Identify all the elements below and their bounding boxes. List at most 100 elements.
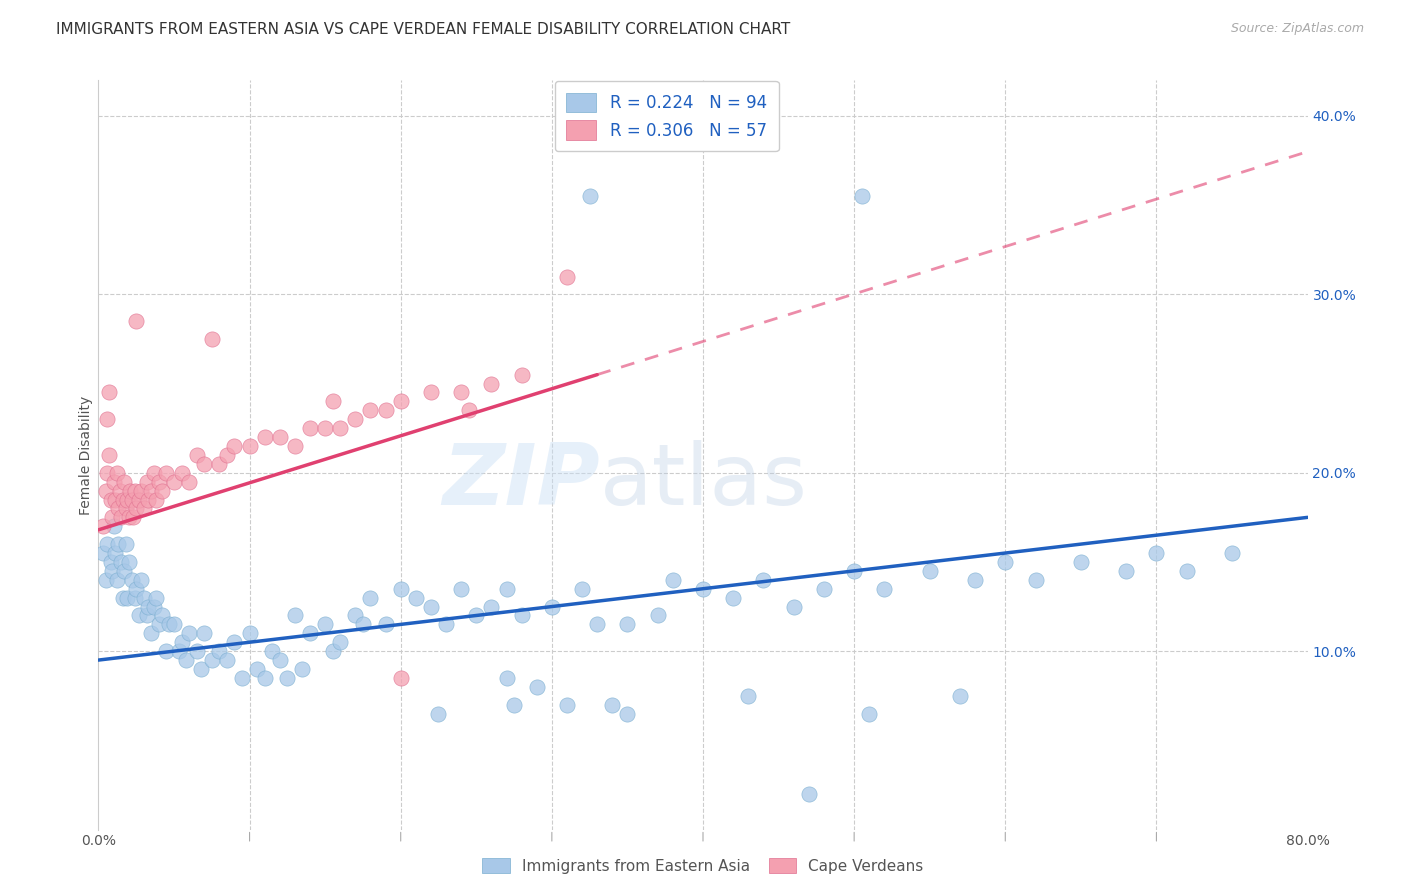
Point: [844, 564, 866, 578]
Point: [170, 635, 193, 649]
Legend: R = 0.224   N = 94, R = 0.306   N = 57: R = 0.224 N = 94, R = 0.306 N = 57: [555, 81, 779, 152]
Point: [344, 608, 367, 623]
Point: [105, 466, 128, 480]
Point: [602, 698, 624, 712]
Point: [103, 519, 125, 533]
Point: [299, 626, 322, 640]
Point: [450, 582, 472, 596]
Point: [510, 368, 533, 382]
Point: [179, 626, 201, 640]
Point: [231, 671, 253, 685]
Point: [114, 537, 136, 551]
Point: [150, 608, 173, 623]
Point: [291, 662, 314, 676]
Point: [352, 617, 374, 632]
Point: [128, 608, 150, 623]
Point: [465, 608, 488, 623]
Point: [107, 501, 129, 516]
Point: [112, 475, 135, 489]
Point: [163, 617, 186, 632]
Point: [374, 617, 396, 632]
Point: [389, 582, 412, 596]
Point: [344, 412, 367, 426]
Point: [91, 546, 114, 560]
Point: [329, 635, 352, 649]
Point: [118, 555, 141, 569]
Y-axis label: Female Disability: Female Disability: [79, 395, 93, 515]
Point: [105, 573, 128, 587]
Point: [145, 492, 167, 507]
Point: [246, 662, 269, 676]
Point: [155, 644, 177, 658]
Point: [813, 582, 835, 596]
Point: [215, 448, 238, 462]
Point: [555, 698, 578, 712]
Point: [1220, 546, 1243, 560]
Point: [1144, 546, 1167, 560]
Point: [616, 706, 638, 721]
Point: [120, 483, 142, 498]
Point: [96, 412, 118, 426]
Point: [495, 582, 517, 596]
Point: [276, 671, 298, 685]
Point: [797, 787, 820, 801]
Point: [167, 644, 190, 658]
Point: [578, 189, 600, 203]
Point: [145, 591, 167, 605]
Point: [96, 537, 118, 551]
Legend: Immigrants from Eastern Asia, Cape Verdeans: Immigrants from Eastern Asia, Cape Verde…: [477, 852, 929, 880]
Point: [1175, 564, 1198, 578]
Point: [314, 617, 336, 632]
Point: [322, 644, 344, 658]
Point: [389, 394, 412, 409]
Point: [155, 466, 177, 480]
Text: atlas: atlas: [600, 440, 808, 523]
Point: [586, 617, 609, 632]
Point: [360, 591, 382, 605]
Point: [159, 617, 181, 632]
Point: [136, 492, 159, 507]
Point: [186, 448, 208, 462]
Point: [322, 394, 344, 409]
Point: [121, 492, 143, 507]
Point: [540, 599, 562, 614]
Point: [124, 483, 146, 498]
Point: [481, 599, 503, 614]
Point: [215, 653, 238, 667]
Point: [148, 617, 170, 632]
Point: [98, 448, 121, 462]
Point: [108, 483, 131, 498]
Text: Source: ZipAtlas.com: Source: ZipAtlas.com: [1230, 22, 1364, 36]
Point: [949, 689, 972, 703]
Point: [94, 573, 117, 587]
Point: [118, 510, 141, 524]
Point: [284, 439, 307, 453]
Point: [141, 626, 163, 640]
Point: [135, 608, 157, 623]
Point: [510, 608, 533, 623]
Point: [132, 591, 155, 605]
Point: [114, 501, 136, 516]
Point: [495, 671, 517, 685]
Point: [299, 421, 322, 435]
Point: [616, 617, 638, 632]
Point: [329, 421, 352, 435]
Point: [143, 599, 166, 614]
Point: [434, 617, 457, 632]
Point: [262, 644, 284, 658]
Point: [101, 564, 124, 578]
Point: [132, 501, 155, 516]
Point: [103, 475, 125, 489]
Point: [143, 466, 166, 480]
Point: [1115, 564, 1137, 578]
Point: [239, 626, 262, 640]
Point: [723, 591, 745, 605]
Point: [481, 376, 503, 391]
Point: [110, 555, 132, 569]
Point: [965, 573, 987, 587]
Point: [873, 582, 896, 596]
Point: [450, 385, 472, 400]
Point: [360, 403, 382, 417]
Point: [136, 599, 159, 614]
Point: [163, 475, 186, 489]
